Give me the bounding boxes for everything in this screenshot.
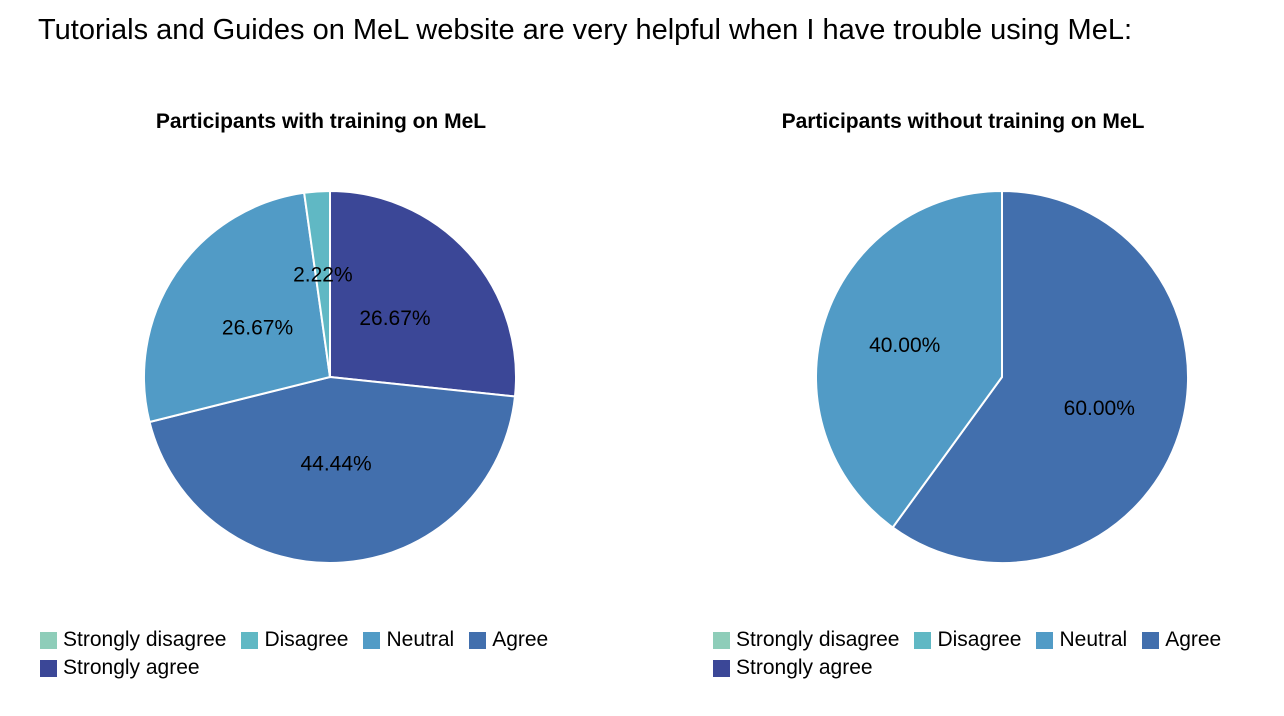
slice-data-label: 44.44% <box>300 453 371 476</box>
legend-swatch <box>363 631 381 649</box>
legend-item-strongly-disagree: Strongly disagree <box>713 626 899 654</box>
legend-label: Agree <box>492 628 549 651</box>
chart-legend: Strongly disagree Disagree Neutral Agree Str… <box>713 626 1236 682</box>
legend-item-disagree: Disagree <box>914 626 1021 654</box>
legend-swatch <box>713 631 730 649</box>
legend-swatch <box>40 659 57 677</box>
legend-item-strongly-agree: Strongly agree <box>713 654 873 682</box>
legend-label: Neutral <box>1059 628 1128 651</box>
chart-title: Participants with training on MeL <box>155 110 487 133</box>
legend-item-disagree: Disagree <box>241 626 348 654</box>
chart-panel-with-training: Participants with training on MeL 26.67%… <box>40 110 563 682</box>
pie-slice-strongly-agree <box>329 189 517 398</box>
page-title: Tutorials and Guides on MeL website are … <box>38 14 1133 46</box>
pie-slice-disagree <box>303 189 331 378</box>
pie-slice-agree <box>891 189 1189 564</box>
legend-swatch <box>241 631 259 649</box>
legend-swatch <box>469 631 487 649</box>
legend-item-neutral: Neutral <box>363 626 454 654</box>
legend-swatch <box>914 631 932 649</box>
slice-data-label: 40.00% <box>869 334 940 357</box>
pie-slice-neutral <box>815 189 1003 529</box>
slice-data-label: 60.00% <box>1064 397 1135 420</box>
legend-label: Neutral <box>386 628 455 651</box>
legend-label: Disagree <box>937 628 1022 651</box>
legend-swatch <box>1142 631 1160 649</box>
pie-slice-agree <box>148 375 517 564</box>
chart-panel-without-training: Participants without training on MeL 60.… <box>642 0 1284 716</box>
legend-label: Agree <box>1165 628 1222 651</box>
slice-data-label: 26.67% <box>222 317 293 340</box>
pie-slice-neutral <box>143 191 332 424</box>
legend-label: Strongly agree <box>736 656 873 679</box>
pie-chart-without-training: 60.00% 40.00% <box>815 189 1189 564</box>
legend-item-neutral: Neutral <box>1036 626 1127 654</box>
legend-swatch <box>713 659 730 677</box>
legend-label: Disagree <box>264 628 349 651</box>
legend-label: Strongly disagree <box>736 628 900 651</box>
slice-data-label: 2.22% <box>293 263 353 286</box>
chart-title: Participants without training on MeL <box>781 110 1145 133</box>
legend-item-strongly-agree: Strongly agree <box>40 654 200 682</box>
legend-swatch <box>40 631 57 649</box>
legend-item-strongly-disagree: Strongly disagree <box>40 626 226 654</box>
legend-label: Strongly agree <box>63 656 200 679</box>
slice-data-label: 26.67% <box>359 307 430 330</box>
legend-swatch <box>1036 631 1054 649</box>
chart-legend: Strongly disagree Disagree Neutral Agree Str… <box>40 626 563 682</box>
pie-chart-with-training: 26.67% 44.44% 26.67% 2.22% <box>143 189 517 564</box>
legend-item-agree: Agree <box>1142 626 1221 654</box>
legend-item-agree: Agree <box>469 626 548 654</box>
legend-label: Strongly disagree <box>63 628 227 651</box>
